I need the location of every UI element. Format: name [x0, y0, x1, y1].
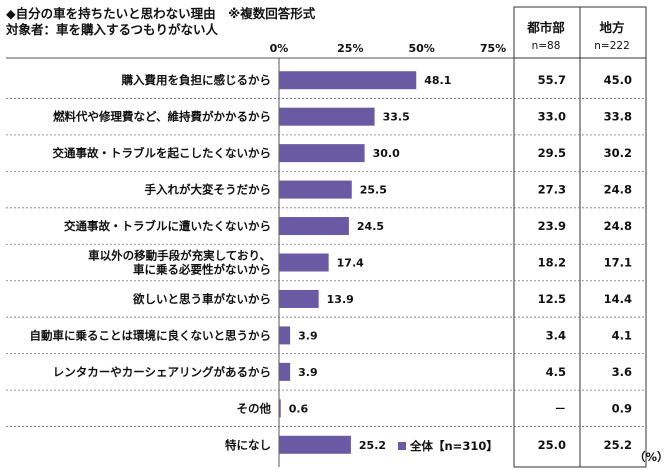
x-tick-label: 0%	[270, 42, 289, 55]
bar	[279, 144, 365, 163]
rural-value: 0.9	[612, 401, 632, 415]
category-label: 燃料代や修理費など、維持費がかかるから	[52, 110, 271, 124]
rural-value: 4.1	[612, 328, 632, 342]
rural-value: 24.8	[604, 183, 632, 197]
urban-value: 33.0	[538, 110, 566, 124]
bar-value-label: 33.5	[383, 111, 410, 124]
category-label: その他	[237, 401, 272, 415]
urban-value: 55.7	[538, 73, 566, 87]
category-label: レンタカーやカーシェアリングがあるから	[53, 365, 271, 379]
legend-swatch	[398, 442, 406, 450]
category-label: 車以外の移動手段が充実しており、	[88, 249, 271, 263]
bar	[279, 399, 281, 418]
bar	[279, 217, 349, 236]
category-label: 車に乗る必要性がないから	[133, 263, 271, 277]
bar	[279, 435, 351, 454]
col-header-rural-n: n=222	[594, 40, 630, 52]
urban-value: 23.9	[538, 219, 566, 233]
urban-value: 25.0	[538, 438, 566, 452]
bar	[279, 180, 352, 199]
bar-value-label: 13.9	[327, 293, 354, 306]
urban-value: 4.5	[546, 365, 566, 379]
unit-label: （%）	[634, 450, 668, 464]
urban-value: 3.4	[546, 328, 566, 342]
urban-value: 29.5	[538, 146, 566, 160]
legend: 全体【n=310】	[398, 438, 498, 454]
col-header-urban-n: n=88	[531, 40, 561, 52]
col-header-rural-title: 地方	[599, 20, 625, 35]
category-label: 欲しいと思う車がないから	[132, 292, 271, 306]
urban-value: 12.5	[538, 292, 566, 306]
bar	[279, 326, 291, 345]
rural-value: 25.2	[604, 438, 632, 452]
rural-value: 17.1	[604, 256, 632, 270]
rural-value: 45.0	[604, 73, 632, 87]
bar-value-label: 3.9	[298, 329, 318, 342]
urban-value: －	[555, 401, 567, 415]
x-tick-label: 50%	[408, 42, 434, 55]
bar-value-label: 25.2	[359, 439, 386, 452]
bar-value-label: 25.5	[360, 184, 387, 197]
bar-value-label: 0.6	[289, 402, 309, 415]
urban-value: 18.2	[538, 256, 566, 270]
bar-value-label: 17.4	[337, 257, 364, 270]
chart-subtitle: 対象者：車を購入するつもりがない人	[6, 22, 219, 37]
x-tick-label: 25%	[337, 42, 363, 55]
bar	[279, 362, 291, 381]
chart-title: ◆自分の車を持ちたいと思わない理由 ※複数回答形式	[6, 6, 316, 21]
category-label: 交通事故・トラブルを起こしたくないから	[53, 146, 272, 160]
rural-value: 14.4	[604, 292, 632, 306]
category-label: 特になし	[225, 438, 271, 452]
rural-value: 3.6	[612, 365, 632, 379]
bar	[279, 71, 417, 90]
legend-label: 全体【n=310】	[410, 439, 498, 453]
category-label: 交通事故・トラブルに遭いたくないから	[64, 219, 271, 233]
category-label: 自動車に乗ることは環境に良くないと思うから	[30, 328, 272, 342]
bar-value-label: 3.9	[298, 366, 318, 379]
col-header-urban-title: 都市部	[527, 20, 565, 35]
bar	[279, 289, 319, 308]
category-label: 購入費用を負担に感じるから	[121, 73, 272, 87]
bar	[279, 253, 329, 272]
bar-value-label: 24.5	[357, 220, 384, 233]
rural-value: 24.8	[604, 219, 632, 233]
urban-value: 27.3	[538, 183, 566, 197]
col-header-urban: 都市部 n=88	[514, 17, 578, 52]
bar	[279, 107, 375, 126]
bar-value-label: 48.1	[424, 74, 451, 87]
rural-value: 30.2	[604, 146, 632, 160]
col-header-rural: 地方 n=222	[580, 17, 644, 52]
x-tick-label: 75%	[480, 42, 506, 55]
category-label: 手入れが大変そうだから	[145, 183, 272, 197]
rural-value: 33.8	[604, 110, 632, 124]
bar-value-label: 30.0	[373, 147, 400, 160]
